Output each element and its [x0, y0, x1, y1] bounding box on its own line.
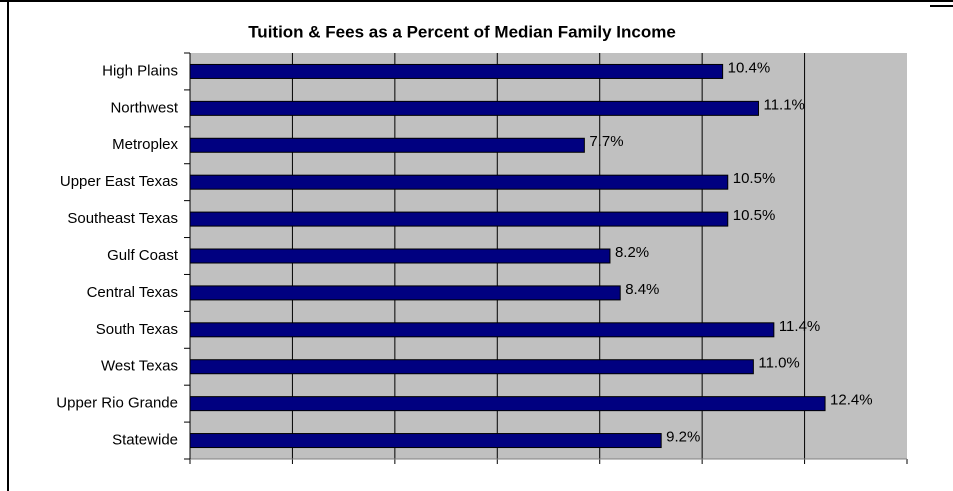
bar	[189, 285, 621, 301]
data-label: 10.5%	[733, 170, 776, 187]
bar	[189, 396, 826, 412]
data-label: 11.0%	[758, 355, 799, 372]
data-label: 12.4%	[830, 392, 873, 409]
data-label: 10.5%	[733, 207, 776, 224]
bar	[189, 433, 662, 449]
y-tick-label: West Texas	[101, 358, 178, 375]
y-tick-label: Southeast Texas	[67, 210, 178, 227]
bar	[189, 248, 611, 264]
data-label: 11.4%	[779, 318, 820, 335]
chart-title: Tuition & Fees as a Percent of Median Fa…	[248, 22, 676, 41]
bar	[189, 211, 729, 227]
bar	[189, 322, 775, 338]
data-label: 10.4%	[728, 59, 771, 76]
data-label: 11.1%	[763, 96, 804, 113]
y-tick-label: Upper Rio Grande	[56, 395, 178, 412]
y-tick-label: Metroplex	[112, 136, 178, 153]
y-tick-label: South Texas	[96, 321, 178, 338]
data-label: 8.4%	[625, 281, 659, 298]
bar	[189, 63, 724, 79]
y-tick-label: Northwest	[110, 99, 178, 116]
y-tick-label: Gulf Coast	[107, 247, 179, 264]
bar	[189, 100, 759, 116]
bar	[189, 359, 754, 375]
y-tick-label: Central Texas	[87, 284, 178, 301]
data-label: 8.2%	[615, 244, 649, 261]
data-label: 7.7%	[589, 133, 623, 150]
y-tick-label: High Plains	[102, 62, 178, 79]
bar	[189, 174, 729, 190]
bar	[189, 137, 585, 153]
y-tick-label: Upper East Texas	[60, 173, 178, 190]
data-label: 9.2%	[666, 429, 700, 446]
y-tick-label: Statewide	[112, 432, 178, 449]
